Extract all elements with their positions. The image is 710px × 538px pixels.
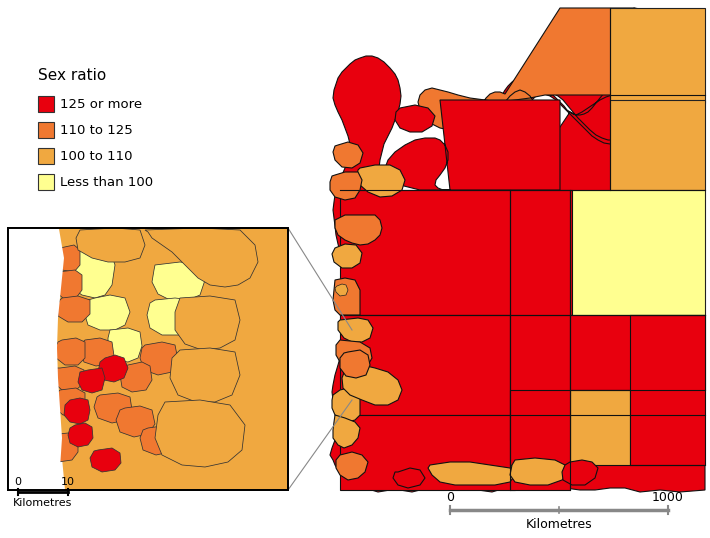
Polygon shape — [90, 448, 121, 472]
Polygon shape — [335, 284, 348, 296]
Polygon shape — [55, 388, 85, 415]
Polygon shape — [152, 262, 205, 300]
Polygon shape — [145, 228, 258, 287]
Polygon shape — [333, 278, 360, 315]
Polygon shape — [84, 295, 130, 330]
Polygon shape — [418, 8, 705, 140]
Text: Kilometres: Kilometres — [13, 498, 72, 508]
Polygon shape — [76, 228, 145, 262]
Polygon shape — [57, 296, 90, 322]
Text: 100 to 110: 100 to 110 — [60, 150, 133, 162]
Polygon shape — [175, 296, 240, 350]
Polygon shape — [42, 433, 78, 462]
Bar — [38, 122, 54, 138]
Bar — [38, 174, 54, 190]
Polygon shape — [120, 362, 152, 392]
Polygon shape — [55, 270, 82, 299]
Polygon shape — [395, 105, 435, 132]
Polygon shape — [55, 338, 85, 365]
Polygon shape — [147, 298, 198, 335]
Text: 1000: 1000 — [652, 491, 684, 504]
Bar — [510, 390, 570, 465]
Polygon shape — [94, 393, 132, 423]
Polygon shape — [335, 215, 382, 245]
Bar — [570, 315, 705, 390]
Polygon shape — [385, 100, 560, 190]
Polygon shape — [140, 426, 176, 455]
Bar — [510, 415, 570, 490]
Bar — [570, 390, 630, 465]
Polygon shape — [8, 229, 64, 489]
Polygon shape — [332, 388, 360, 422]
Polygon shape — [68, 423, 93, 447]
Text: 0: 0 — [14, 477, 21, 487]
Polygon shape — [38, 438, 56, 456]
Bar — [340, 190, 572, 315]
Polygon shape — [170, 348, 240, 402]
Text: 125 or more: 125 or more — [60, 97, 142, 110]
Polygon shape — [8, 228, 65, 490]
Text: 110 to 125: 110 to 125 — [60, 124, 133, 137]
Text: Sex ratio: Sex ratio — [38, 68, 106, 83]
Polygon shape — [140, 342, 178, 375]
Text: 10: 10 — [61, 477, 75, 487]
Polygon shape — [64, 398, 90, 424]
Polygon shape — [340, 350, 370, 378]
Polygon shape — [78, 368, 105, 393]
Bar — [38, 96, 54, 112]
Polygon shape — [333, 415, 360, 448]
Bar — [610, 8, 705, 103]
Polygon shape — [342, 365, 402, 405]
Bar — [340, 315, 572, 415]
Text: 0: 0 — [446, 491, 454, 504]
Polygon shape — [562, 460, 598, 485]
Polygon shape — [54, 366, 84, 390]
Bar — [570, 190, 705, 315]
Polygon shape — [98, 355, 128, 382]
Polygon shape — [336, 452, 368, 480]
Polygon shape — [116, 406, 155, 437]
Text: Less than 100: Less than 100 — [60, 175, 153, 188]
Text: Kilometres: Kilometres — [525, 518, 592, 531]
Polygon shape — [333, 142, 363, 168]
Polygon shape — [56, 245, 80, 272]
Polygon shape — [80, 338, 114, 366]
Bar — [610, 100, 705, 190]
Polygon shape — [338, 318, 373, 342]
Polygon shape — [330, 172, 362, 200]
Polygon shape — [155, 400, 245, 467]
Bar — [8, 228, 288, 490]
Polygon shape — [510, 458, 568, 485]
Polygon shape — [357, 165, 405, 197]
Bar — [8, 228, 288, 490]
Bar — [340, 415, 515, 490]
Bar — [630, 315, 705, 465]
Polygon shape — [14, 337, 42, 362]
Polygon shape — [393, 468, 425, 488]
Bar — [38, 148, 54, 164]
Bar — [9, 229, 287, 489]
Polygon shape — [332, 244, 362, 268]
Bar — [510, 315, 570, 415]
Polygon shape — [70, 248, 115, 298]
Polygon shape — [330, 8, 705, 492]
Polygon shape — [108, 328, 142, 362]
Bar — [510, 190, 570, 440]
Polygon shape — [336, 340, 372, 368]
Polygon shape — [428, 462, 515, 485]
